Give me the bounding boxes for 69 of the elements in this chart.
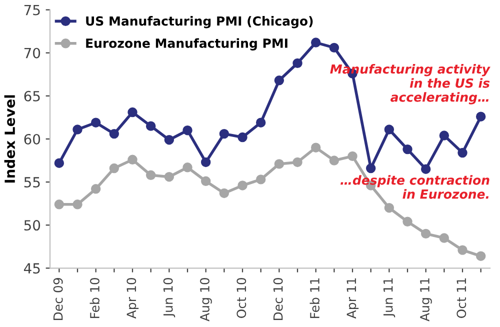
point bbox=[384, 203, 394, 213]
point bbox=[54, 158, 64, 168]
point bbox=[420, 228, 431, 239]
point bbox=[402, 216, 412, 226]
x-tick-label: Apr 11 bbox=[346, 278, 359, 319]
point bbox=[109, 163, 120, 174]
x-tick-label: Oct 10 bbox=[236, 278, 246, 318]
point bbox=[164, 134, 174, 145]
y-tick-label: 45 bbox=[24, 263, 40, 274]
point bbox=[274, 76, 284, 86]
y-tick-label: 75 bbox=[24, 4, 40, 16]
y-tick-label: 70 bbox=[24, 48, 40, 58]
x-tick-label: Aug 11 bbox=[420, 278, 432, 322]
point bbox=[200, 157, 211, 168]
point bbox=[310, 142, 321, 152]
y-axis-title: Index Level bbox=[4, 95, 16, 183]
point bbox=[72, 124, 82, 134]
point bbox=[458, 148, 468, 158]
x-tick-label: Dec 10 bbox=[273, 278, 283, 320]
x-tick-label: Aug 10 bbox=[200, 278, 212, 322]
annotation: …despite contraction in Eurozone. bbox=[340, 175, 490, 199]
point bbox=[420, 164, 431, 174]
x-tick-label: Jun 10 bbox=[163, 278, 176, 318]
point bbox=[146, 121, 156, 131]
point bbox=[182, 162, 192, 172]
point bbox=[200, 176, 211, 186]
y-tick-label: 65 bbox=[24, 90, 40, 102]
point bbox=[439, 233, 450, 243]
point bbox=[109, 128, 120, 139]
y-tick-label: 60 bbox=[24, 134, 40, 144]
point bbox=[90, 184, 101, 194]
point bbox=[292, 157, 302, 168]
point bbox=[72, 200, 82, 210]
point bbox=[128, 107, 138, 118]
point bbox=[310, 38, 321, 48]
legend-label: US Manufacturing PMI (Chicago) bbox=[86, 16, 313, 28]
point bbox=[458, 245, 468, 255]
point bbox=[348, 151, 358, 162]
point bbox=[329, 42, 340, 53]
point bbox=[256, 118, 266, 128]
point bbox=[274, 159, 284, 169]
point bbox=[90, 118, 101, 128]
x-tick-label: Jun 11 bbox=[384, 278, 396, 318]
point bbox=[329, 156, 340, 166]
point bbox=[366, 163, 376, 174]
point bbox=[238, 132, 248, 142]
point bbox=[439, 130, 450, 140]
point bbox=[476, 112, 486, 122]
point bbox=[292, 58, 302, 68]
point bbox=[402, 144, 412, 154]
x-tick-label: Feb 11 bbox=[310, 278, 320, 318]
point bbox=[384, 124, 394, 134]
y-tick-label: 55 bbox=[24, 177, 40, 188]
x-tick-label: Oct 11 bbox=[456, 278, 466, 318]
point bbox=[164, 172, 174, 182]
point bbox=[238, 180, 248, 190]
y-tick-label: 50 bbox=[24, 220, 40, 231]
x-tick-label: Apr 10 bbox=[126, 278, 139, 319]
x-tick-label: Dec 09 bbox=[53, 278, 63, 320]
x-tick-label: Feb 10 bbox=[90, 278, 100, 318]
point bbox=[182, 126, 192, 136]
point bbox=[219, 188, 230, 198]
point bbox=[476, 251, 486, 261]
point bbox=[219, 128, 230, 139]
point bbox=[256, 174, 266, 184]
legend-label: Eurozone Manufacturing PMI bbox=[86, 38, 288, 50]
point bbox=[128, 154, 138, 165]
point bbox=[54, 200, 64, 210]
point bbox=[146, 170, 156, 180]
